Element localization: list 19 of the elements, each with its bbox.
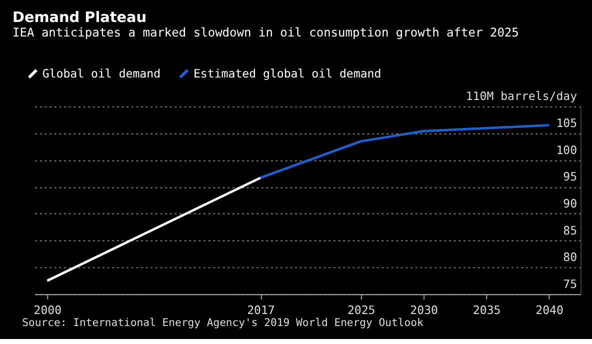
legend-label: Global oil demand	[42, 66, 161, 81]
x-tick-label: 2025	[347, 302, 376, 317]
source-note: Source: International Energy Agency's 2019 World Energy Outlook	[22, 316, 424, 329]
y-tick-label: 100	[556, 142, 578, 157]
y-tick-label: 85	[563, 223, 578, 238]
y-tick-label: 110M barrels/day	[466, 89, 578, 104]
legend-label: Estimated global oil demand	[193, 66, 382, 81]
y-tick-label: 95	[563, 170, 578, 184]
x-tick-label: 2040	[536, 302, 564, 317]
chart-title: Demand Plateau	[12, 10, 147, 26]
y-tick-label: 80	[563, 250, 578, 264]
chart-subtitle: IEA anticipates a marked slowdown in oil consumption growth after 2025	[12, 26, 519, 40]
x-tick-label: 2035	[472, 302, 501, 317]
x-tick-label: 2030	[410, 302, 438, 317]
y-tick-label: 90	[563, 196, 578, 210]
x-tick-label: 2000	[34, 302, 62, 317]
y-tick-label: 75	[563, 276, 578, 291]
x-tick-label: 2017	[247, 302, 275, 317]
y-tick-label: 105	[556, 116, 578, 130]
